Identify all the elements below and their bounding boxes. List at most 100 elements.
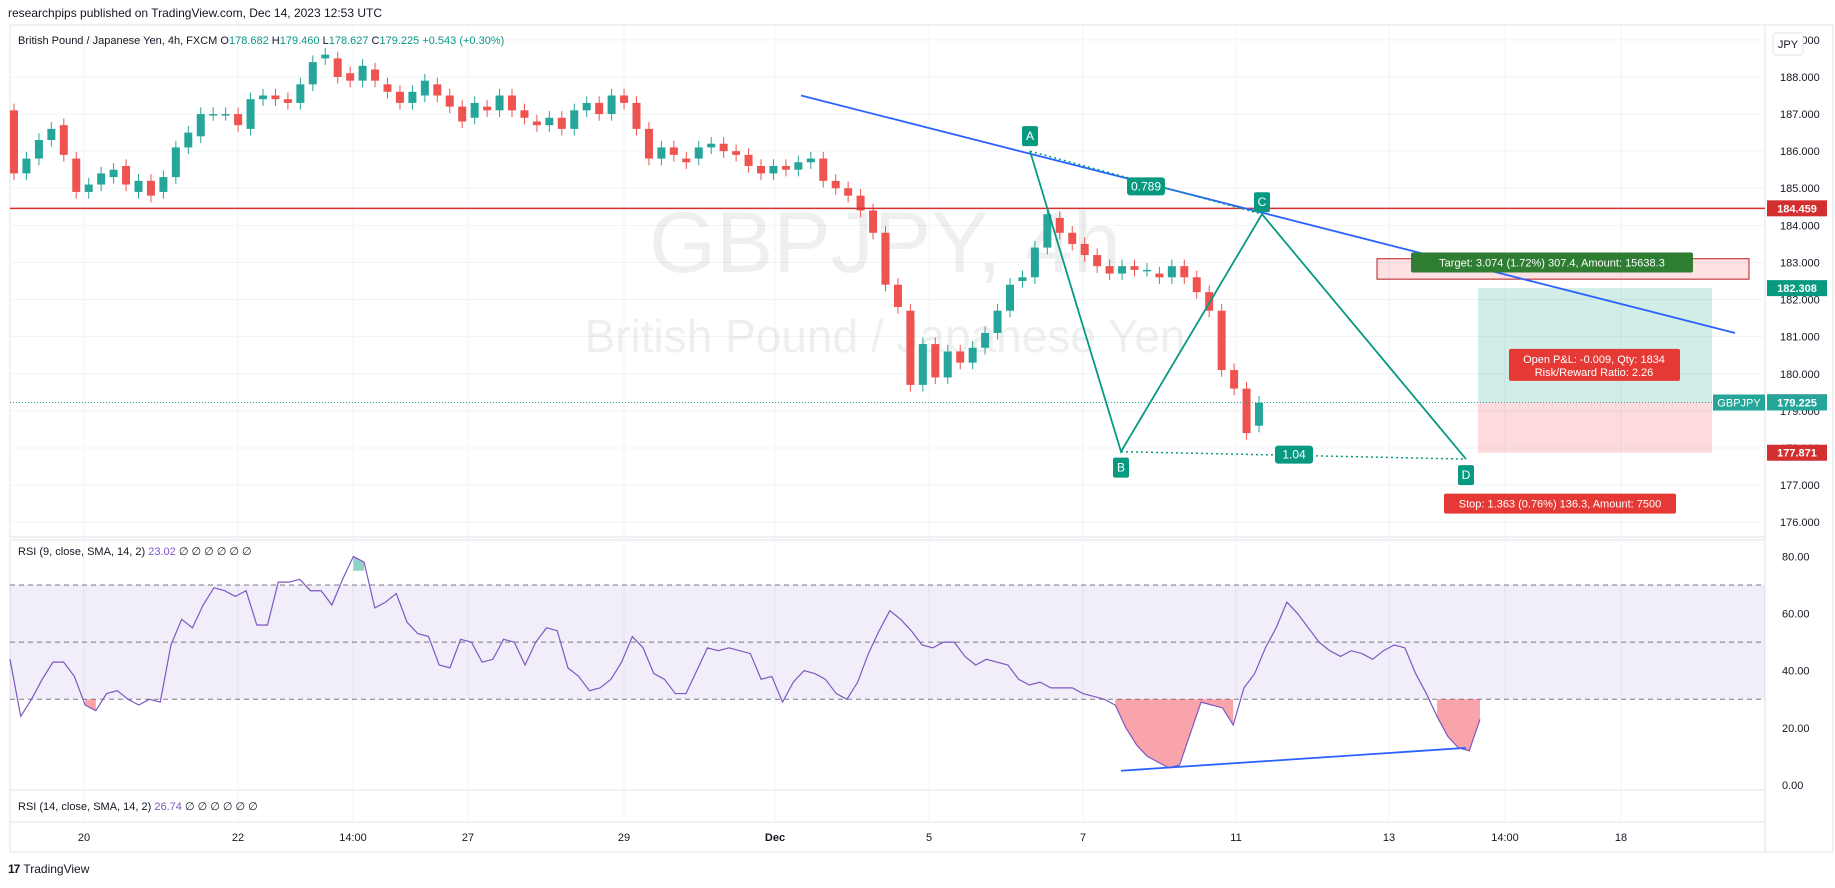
candle-body	[445, 95, 454, 107]
candle-body	[1068, 232, 1077, 244]
candle-body	[495, 95, 504, 111]
candle-body	[769, 165, 778, 174]
candle-body	[109, 169, 118, 178]
candle-body	[806, 158, 815, 163]
candle-body	[146, 180, 155, 196]
rsi-divergence-line	[1120, 746, 1467, 772]
candle-body	[981, 332, 990, 348]
candle-body	[72, 158, 81, 192]
candle-body	[545, 117, 554, 126]
price-tick-label: 180.000	[1780, 369, 1820, 381]
candle-body	[1018, 277, 1027, 281]
price-tick-label: 182.000	[1780, 295, 1820, 307]
symbol-legend[interactable]: British Pound / Japanese Yen, 4h, FXCM O…	[18, 35, 504, 47]
candle-body	[47, 128, 56, 141]
point-d-label: D	[1462, 468, 1471, 482]
point-c-label: C	[1258, 195, 1267, 209]
ratio-bd-label: 1.04	[1282, 448, 1306, 462]
low-value: 178.627	[328, 35, 369, 47]
stop-label: Stop: 1.363 (0.76%) 136.3, Amount: 7500	[1459, 499, 1661, 511]
rsi2-legend[interactable]: RSI (14, close, SMA, 14, 2) 26.74 ∅ ∅ ∅ …	[18, 800, 258, 813]
candle-body	[1192, 277, 1201, 293]
rsi1-legend[interactable]: RSI (9, close, SMA, 14, 2) 23.02 ∅ ∅ ∅ ∅…	[18, 545, 252, 558]
candle-body	[582, 102, 591, 111]
rsi-oversold-fill	[1437, 699, 1480, 751]
ratio-ac-label-box	[1127, 177, 1165, 196]
price-tick-label: 183.000	[1780, 257, 1820, 269]
candle-body	[246, 99, 255, 129]
rsi-oversold-fill	[85, 699, 96, 711]
candle-body	[346, 73, 355, 81]
price-label: 179.225	[1777, 398, 1817, 410]
candle-body	[1130, 266, 1139, 270]
candle-body	[1080, 243, 1089, 256]
candle-body	[508, 95, 516, 111]
price-axis-pane	[1764, 24, 1834, 853]
candle-body	[918, 344, 927, 385]
rsi1-value: 23.02	[148, 546, 176, 558]
candle-body	[408, 91, 417, 103]
rsi-tick-label: 40.00	[1782, 666, 1810, 678]
price-label-box	[1767, 200, 1827, 217]
candle-body	[620, 95, 629, 103]
ticker-label: GBPJPY	[1717, 398, 1761, 410]
candle-body	[956, 351, 965, 363]
candle-body	[931, 344, 940, 378]
time-tick-label: 29	[618, 832, 630, 844]
candle-body	[607, 95, 616, 115]
candle-body	[333, 58, 342, 77]
candle-body	[184, 132, 193, 148]
candle-body	[757, 165, 765, 174]
candle-body	[1180, 266, 1189, 278]
candle-body	[34, 140, 43, 159]
point-b-label-box	[1113, 457, 1129, 478]
time-tick-label: 11	[1230, 832, 1241, 844]
time-tick-label: 18	[1615, 832, 1627, 844]
candle-body	[1255, 402, 1263, 426]
time-tick-label: Dec	[765, 832, 785, 844]
open-pnl-label: Open P&L: -0.009, Qty: 1834	[1523, 354, 1665, 366]
price-label: 184.459	[1777, 203, 1817, 215]
close-label: C	[371, 35, 380, 47]
time-tick-label: 14:00	[339, 832, 367, 844]
candle-body	[570, 110, 579, 129]
target-label-box	[1411, 252, 1693, 273]
candle-body	[221, 114, 230, 116]
tradingview-logo[interactable]: 17 TradingView	[8, 862, 89, 876]
point-a-label-box	[1022, 126, 1038, 147]
candle-body	[271, 95, 280, 100]
candle-body	[707, 143, 716, 148]
candle-body	[993, 310, 1002, 333]
candle-body	[470, 102, 479, 118]
candle-body	[1242, 388, 1251, 434]
harmonic-pattern	[1029, 150, 1467, 460]
candle-body	[84, 184, 93, 192]
candle-body	[1142, 269, 1151, 272]
candle-body	[259, 95, 267, 100]
rsi1-extra: ∅ ∅ ∅ ∅ ∅ ∅	[178, 546, 252, 558]
open-value: 178.682	[228, 35, 269, 47]
point-d-label-box	[1458, 465, 1474, 486]
trend-line	[800, 94, 1736, 334]
candle-body	[321, 54, 330, 59]
time-tick-label: 7	[1080, 832, 1086, 844]
rsi1-label: RSI (9, close, SMA, 14, 2)	[18, 546, 146, 558]
candle-body	[794, 162, 803, 170]
candle-body	[557, 117, 566, 129]
candle-body	[433, 84, 442, 96]
price-tick-label: 184.000	[1780, 220, 1820, 232]
candle-body	[893, 284, 902, 307]
price-label-box	[1767, 280, 1827, 297]
candle-body	[371, 69, 380, 81]
candle-body	[383, 84, 392, 92]
candle-body	[358, 65, 367, 81]
price-tick-label: 185.000	[1780, 183, 1820, 195]
candle-body	[1167, 266, 1176, 278]
rsi-line	[9, 555, 1481, 769]
rsi2-extra: ∅ ∅ ∅ ∅ ∅ ∅	[184, 801, 258, 813]
change-value: +0.543 (+0.30%)	[422, 35, 505, 47]
candle-body	[669, 147, 678, 155]
candle-body	[59, 125, 68, 155]
candle-body	[682, 158, 691, 163]
